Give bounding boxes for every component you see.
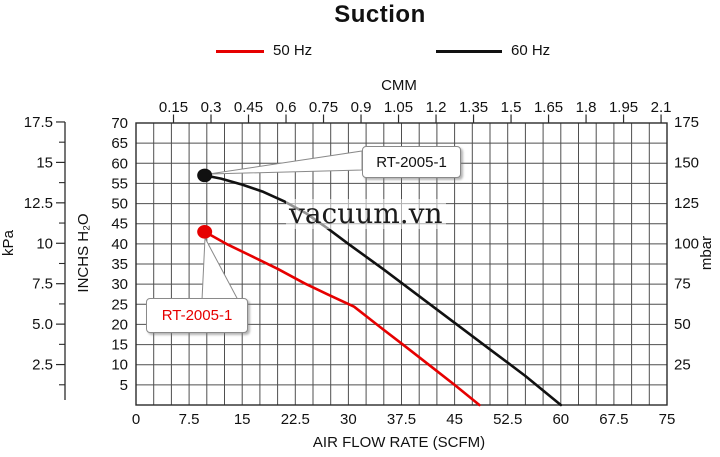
curve-50hz — [203, 230, 481, 407]
legend-item-50hz: 50 Hz — [216, 43, 312, 59]
kpa-axis-title: kPa — [0, 229, 17, 256]
mbar-tick-label: 125 — [674, 195, 699, 212]
inchs-tick-label: 45 — [111, 216, 128, 233]
scfm-tick-label: 15 — [234, 411, 251, 428]
cmm-tick-label: 1.05 — [384, 99, 413, 116]
kpa-tick-label: 2.5 — [32, 357, 53, 374]
scfm-tick-label: 60 — [552, 411, 569, 428]
kpa-tick-label: 15 — [36, 154, 53, 171]
watermark: vacuum.vn — [286, 199, 446, 229]
inchs-tick-label: 40 — [111, 236, 128, 253]
scfm-tick-label: 75 — [659, 411, 676, 428]
cmm-tick-label: 1.8 — [576, 99, 597, 116]
scfm-tick-label: 0 — [132, 411, 140, 428]
scfm-tick-label: 7.5 — [179, 411, 200, 428]
curve-60hz — [203, 174, 563, 407]
inchs-tick-label: 30 — [111, 276, 128, 293]
legend-line-50hz-icon — [216, 49, 264, 53]
inchs-tick-label: 10 — [111, 357, 128, 374]
scfm-tick-label: 67.5 — [599, 411, 628, 428]
cmm-tick-label: 2.1 — [651, 99, 672, 116]
cmm-tick-label: 0.3 — [201, 99, 222, 116]
cmm-tick-label: 1.95 — [609, 99, 638, 116]
legend-label-50hz: 50 Hz — [273, 42, 313, 59]
inchs-tick-label: 25 — [111, 296, 128, 313]
legend-line-60hz-icon — [436, 49, 502, 53]
mbar-tick-label: 50 — [674, 316, 691, 333]
inchs-tick-label: 60 — [111, 155, 128, 172]
kpa-tick-label: 10 — [36, 235, 53, 252]
inchs-tick-label: 55 — [111, 175, 128, 192]
marker-dot-60hz — [197, 168, 213, 183]
kpa-tick-label: 5.0 — [32, 316, 53, 333]
scfm-tick-label: 37.5 — [387, 411, 416, 428]
callout-60hz-model-label: RT-2005-1 — [376, 153, 447, 171]
cmm-tick-label: 0.75 — [309, 99, 338, 116]
cmm-tick-label: 1.65 — [534, 99, 563, 116]
inchs-tick-label: 65 — [111, 135, 128, 152]
mbar-tick-label: 75 — [674, 276, 691, 293]
inchs-tick-label: 20 — [111, 316, 128, 333]
cmm-tick-label: 1.35 — [459, 99, 488, 116]
legend-label-60hz: 60 Hz — [511, 42, 551, 59]
page-title: Suction — [334, 1, 426, 28]
inchs-tick-label: 15 — [111, 337, 128, 354]
kpa-tick-label: 7.5 — [32, 276, 53, 293]
cmm-tick-label: 0.15 — [159, 99, 188, 116]
mbar-axis-title: mbar — [698, 236, 715, 270]
marker-dot-50hz — [197, 224, 213, 239]
cmm-tick-label: 0.45 — [234, 99, 263, 116]
scfm-axis-title: AIR FLOW RATE (SCFM) — [313, 434, 485, 451]
mbar-tick-label: 175 — [674, 114, 699, 131]
inchs-tick-label: 5 — [120, 377, 128, 394]
scfm-tick-label: 52.5 — [493, 411, 522, 428]
mbar-tick-label: 100 — [674, 235, 699, 252]
callout-50hz-model-label: RT-2005-1 — [161, 307, 233, 324]
scfm-tick-label: 30 — [340, 411, 357, 428]
legend-item-60hz: 60 Hz — [436, 43, 550, 59]
inchs-tick-label: 50 — [111, 196, 128, 213]
cmm-tick-label: 0.9 — [351, 99, 372, 116]
scfm-tick-label: 45 — [446, 411, 463, 428]
kpa-tick-label: 12.5 — [24, 195, 53, 212]
plot-border — [135, 122, 668, 406]
inchs-axis-title: INCHS H₂O — [75, 213, 92, 292]
mbar-tick-label: 150 — [674, 154, 699, 171]
inchs-tick-label: 70 — [111, 115, 128, 132]
scfm-tick-label: 22.5 — [281, 411, 310, 428]
cmm-tick-label: 1.2 — [426, 99, 447, 116]
cmm-tick-label: 1.5 — [501, 99, 522, 116]
inchs-tick-label: 35 — [111, 256, 128, 273]
callout-50hz-model: RT-2005-1 — [146, 298, 248, 333]
mbar-tick-label: 25 — [674, 357, 691, 374]
callout-60hz-model: RT-2005-1 — [362, 146, 461, 178]
cmm-tick-label: 0.6 — [276, 99, 297, 116]
callout-leader-60hz — [208, 150, 363, 175]
cmm-axis-title: CMM — [381, 77, 417, 94]
kpa-tick-label: 17.5 — [24, 114, 53, 131]
